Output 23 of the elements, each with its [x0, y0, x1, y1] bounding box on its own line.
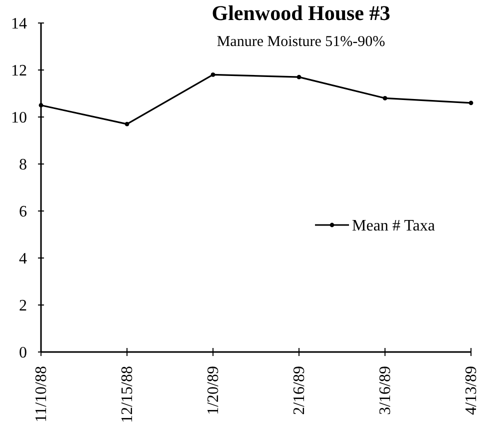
- point: [296, 74, 302, 80]
- point: [382, 96, 388, 100]
- y-tick-label: 12: [11, 62, 27, 80]
- x-tick-label: 1/20/89: [205, 366, 222, 415]
- y-tick-label: 0: [19, 344, 27, 362]
- point: [468, 100, 474, 106]
- x-tick-label: 2/16/89: [291, 366, 308, 415]
- y-tick-label: 2: [19, 298, 27, 315]
- y-tick-label: 8: [19, 156, 27, 174]
- x-tick-label: 4/13/89: [463, 366, 480, 415]
- legend-label: Mean # Taxa: [352, 218, 435, 235]
- x-tick-label: 11/10/88: [33, 366, 50, 422]
- point: [124, 122, 130, 126]
- y-tick-label: 14: [11, 16, 27, 33]
- chart-title: Glenwood House #3: [212, 1, 390, 25]
- point: [38, 103, 44, 108]
- x-tick-label: 3/16/89: [377, 366, 394, 415]
- y-tick-label: 4: [19, 250, 27, 268]
- y-tick-label: 6: [19, 204, 27, 221]
- x-tick-label: 12/15/88: [119, 366, 136, 423]
- text: Manure Moisture 51%-90%: [216, 34, 386, 50]
- point: [210, 72, 216, 77]
- y-tick-label: 10: [11, 110, 27, 127]
